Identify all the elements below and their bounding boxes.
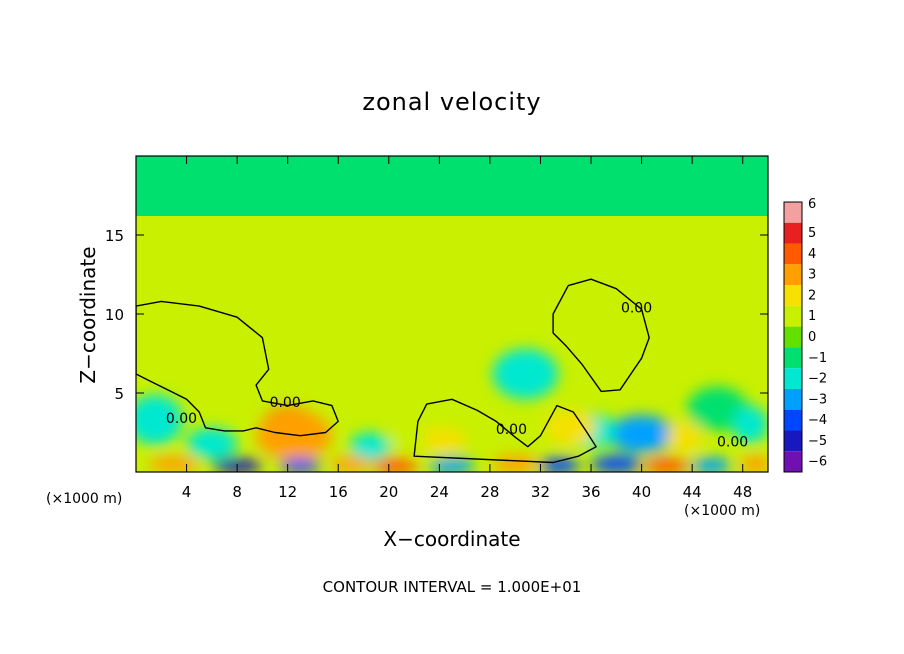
x-tick-label: 20 xyxy=(379,483,398,501)
velocity-feature xyxy=(492,455,538,472)
contour-label: 0.00 xyxy=(496,422,527,438)
x-tick-label: 16 xyxy=(329,483,348,501)
colorbar-swatch xyxy=(784,388,802,410)
colorbar-label: 0 xyxy=(808,330,816,345)
colorbar-swatch xyxy=(784,326,802,348)
chart-title: zonal velocity xyxy=(362,88,542,116)
colorbar-frame xyxy=(783,201,803,473)
velocity-feature xyxy=(429,457,475,472)
contour-label: 0.00 xyxy=(270,395,301,411)
colorbar-swatch xyxy=(784,430,802,452)
velocity-feature xyxy=(411,427,468,454)
contour-label: 0.00 xyxy=(166,411,197,427)
contour-interval-note: CONTOUR INTERVAL = 1.000E+01 xyxy=(322,578,582,596)
velocity-feature xyxy=(148,456,200,472)
velocity-feature xyxy=(136,394,183,446)
x-tick-label: 36 xyxy=(581,483,600,501)
x-units-left: (×1000 m) xyxy=(46,491,123,507)
colorbar-label: 3 xyxy=(808,268,816,283)
x-tick-label: 40 xyxy=(632,483,651,501)
velocity-feature xyxy=(608,415,675,454)
velocity-feature xyxy=(690,457,732,472)
velocity-feature xyxy=(388,427,427,454)
plot-area xyxy=(136,156,768,472)
colorbar-label: −6 xyxy=(808,455,827,470)
velocity-feature xyxy=(372,457,418,472)
zero-contours xyxy=(136,278,650,464)
velocity-feature xyxy=(186,427,238,460)
y-tick-label: 15 xyxy=(105,227,124,245)
zero-contour-line xyxy=(413,398,597,464)
colorbar-label: −2 xyxy=(808,372,827,387)
colorbar-label: 4 xyxy=(808,247,816,262)
colorbar-label: −1 xyxy=(808,351,827,366)
x-axis-label: X−coordinate xyxy=(383,527,521,551)
velocity-feature xyxy=(732,405,768,444)
y-tick-label: 5 xyxy=(114,385,124,403)
colorbar: 6 5 4 3 2 1 0 −1 −2 −3 −4 −5 −6 xyxy=(783,197,827,473)
y-tick-label: 10 xyxy=(105,306,124,324)
colorbar-swatch xyxy=(784,305,802,327)
velocity-feature xyxy=(644,457,690,472)
velocity-feature xyxy=(492,348,559,400)
x-tick-label: 24 xyxy=(430,483,449,501)
colorbar-label: −3 xyxy=(808,392,827,407)
colorbar-swatch xyxy=(784,409,802,431)
zero-contour-line xyxy=(136,300,339,437)
colorbar-swatch xyxy=(784,202,802,223)
zero-contour-line xyxy=(552,278,650,393)
colorbar-swatch xyxy=(784,368,802,389)
velocity-feature xyxy=(666,421,703,454)
x-tick-label: 4 xyxy=(182,483,192,501)
contour-label: 0.00 xyxy=(717,435,748,451)
x-tick-label: 48 xyxy=(733,483,752,501)
colorbar-swatch xyxy=(784,285,802,306)
velocity-feature xyxy=(256,410,332,461)
velocity-feature xyxy=(539,457,580,472)
x-tick-label: 44 xyxy=(683,483,702,501)
contour-label-group: 0.00 0.00 0.00 0.00 0.00 xyxy=(166,300,748,450)
y-axis: 5 10 15 xyxy=(105,227,768,403)
velocity-feature xyxy=(545,410,597,446)
colorbar-label: 6 xyxy=(808,197,816,212)
x-tick-label: 12 xyxy=(278,483,297,501)
colorbar-label: 2 xyxy=(808,288,816,303)
colorbar-swatch xyxy=(784,347,802,369)
x-tick-label: 28 xyxy=(480,483,499,501)
colorbar-label: 5 xyxy=(808,226,816,241)
colorbar-label: −4 xyxy=(808,413,827,428)
x-tick-label: 8 xyxy=(232,483,242,501)
contour-label: 0.00 xyxy=(621,300,652,316)
x-axis: 4 8 12 16 20 24 28 32 36 40 44 48 xyxy=(182,156,752,501)
velocity-field xyxy=(136,348,768,472)
y-axis-label: Z−coordinate xyxy=(76,246,100,384)
colorbar-swatch xyxy=(784,451,802,472)
velocity-feature xyxy=(591,455,642,472)
colorbar-swatch xyxy=(784,264,802,286)
colorbar-label: −5 xyxy=(808,434,827,449)
colorbar-swatch xyxy=(784,243,802,265)
colorbar-swatch xyxy=(784,222,802,244)
velocity-feature xyxy=(330,456,372,472)
plot-background-upper xyxy=(136,156,768,216)
x-units-right: (×1000 m) xyxy=(684,503,761,519)
x-tick-label: 32 xyxy=(531,483,550,501)
velocity-feature xyxy=(740,455,768,472)
colorbar-label: 1 xyxy=(808,309,816,324)
velocity-feature xyxy=(687,386,748,431)
velocity-feature xyxy=(349,432,391,461)
velocity-feature xyxy=(280,458,321,472)
